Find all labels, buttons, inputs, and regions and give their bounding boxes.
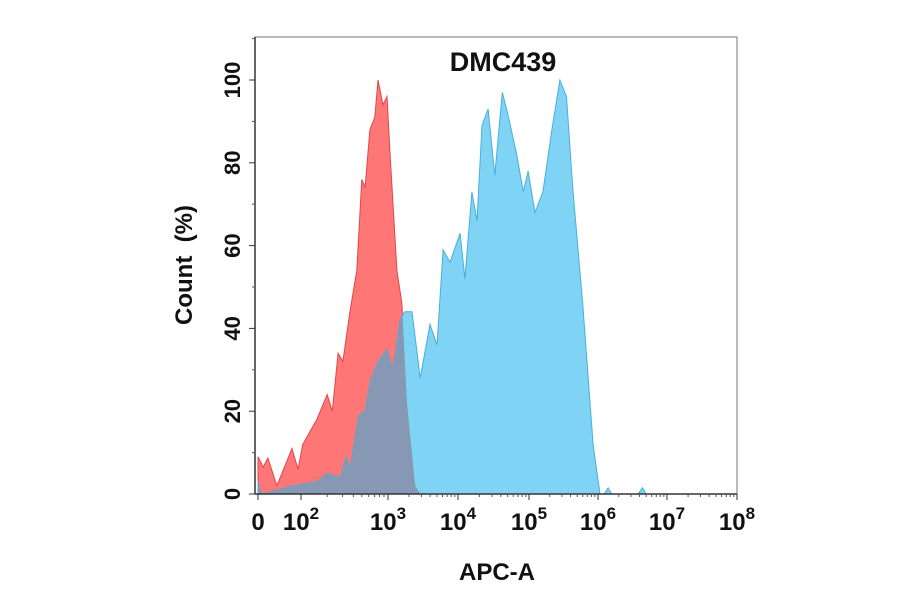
y-tick-label: 60: [220, 233, 245, 257]
x-tick-label: 106: [580, 504, 616, 536]
x-tick-label: 102: [283, 504, 319, 536]
x-tick-label: 104: [440, 504, 477, 536]
y-tick-label: 0: [220, 488, 245, 500]
y-tick-label: 40: [220, 316, 245, 340]
plot-area: [257, 78, 647, 495]
x-tick-label: 0: [251, 509, 264, 536]
x-tick-label: 108: [719, 504, 755, 536]
x-tick-label: 103: [370, 504, 406, 536]
y-axis-label: Count (%): [171, 205, 198, 325]
y-tick-label: 20: [220, 399, 245, 423]
axis-ticks: 0 102 103 104 105 106 107 108 0 20 40 60 80 100: [220, 38, 755, 536]
x-tick-label: 105: [511, 504, 547, 536]
y-tick-label: 100: [220, 62, 245, 99]
chart-title: DMC439: [450, 47, 557, 77]
x-axis-label: APC-A: [459, 559, 535, 586]
y-tick-label: 80: [220, 151, 245, 175]
x-tick-label: 107: [649, 504, 685, 536]
